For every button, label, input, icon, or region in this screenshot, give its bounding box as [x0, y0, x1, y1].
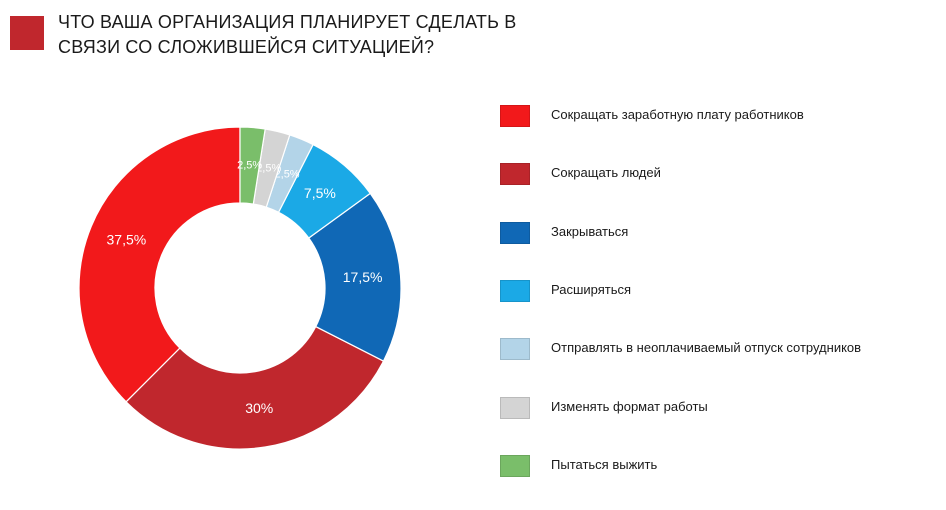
- slice-label-7: 2,5%: [237, 159, 262, 171]
- chart-title: ЧТО ВАША ОРГАНИЗАЦИЯ ПЛАНИРУЕТ СДЕЛАТЬ В…: [58, 10, 578, 60]
- legend-item-7: Пытаться выжить: [500, 454, 940, 480]
- slice-label-6: 2,5%: [256, 162, 281, 174]
- legend-swatch-1: [500, 105, 530, 127]
- legend-item-5: Отправлять в неоплачиваемый отпуск сотру…: [500, 337, 940, 363]
- legend-label-2: Сокращать людей: [551, 165, 661, 181]
- slice-label-3: 17,5%: [343, 269, 383, 285]
- legend-label-6: Изменять формат работы: [551, 398, 708, 414]
- legend-swatch-6: [500, 396, 530, 419]
- donut-slice-2: [125, 325, 385, 450]
- legend-label-3: Закрываться: [551, 223, 629, 239]
- legend-item-6: Изменять формат работы: [500, 396, 940, 422]
- donut-slice-7: [239, 126, 266, 205]
- slice-label-4: 7,5%: [304, 185, 336, 201]
- slice-label-1: 37,5%: [107, 232, 147, 248]
- legend-swatch-7: [500, 454, 530, 477]
- chart-title-line-1: ЧТО ВАША ОРГАНИЗАЦИЯ ПЛАНИРУЕТ СДЕЛАТЬ В: [58, 12, 517, 32]
- slice-label-5: 2,5%: [275, 168, 300, 180]
- legend-item-3: Закрываться: [500, 221, 940, 247]
- legend-label-5: Отправлять в неоплачиваемый отпуск сотру…: [551, 340, 862, 356]
- legend-swatch-3: [500, 221, 530, 244]
- slice-label-2: 30%: [245, 400, 273, 416]
- legend-item-1: Сокращать заработную плату работников: [500, 104, 940, 130]
- legend-swatch-4: [500, 279, 530, 302]
- legend-swatch-2: [500, 163, 530, 186]
- legend-label-7: Пытаться выжить: [551, 456, 658, 472]
- title-marker: [10, 16, 44, 50]
- legend-label-4: Расширяться: [551, 281, 632, 297]
- legend-item-4: Расширяться: [500, 279, 940, 305]
- legend-label-1: Сокращать заработную плату работников: [551, 107, 804, 122]
- legend-item-2: Сокращать людей: [500, 162, 940, 188]
- chart-title-line-2: СВЯЗИ СО СЛОЖИВШЕЙСЯ СИТУАЦИЕЙ?: [58, 37, 435, 57]
- donut-slice-1: [78, 126, 241, 403]
- legend-swatch-5: [500, 338, 530, 361]
